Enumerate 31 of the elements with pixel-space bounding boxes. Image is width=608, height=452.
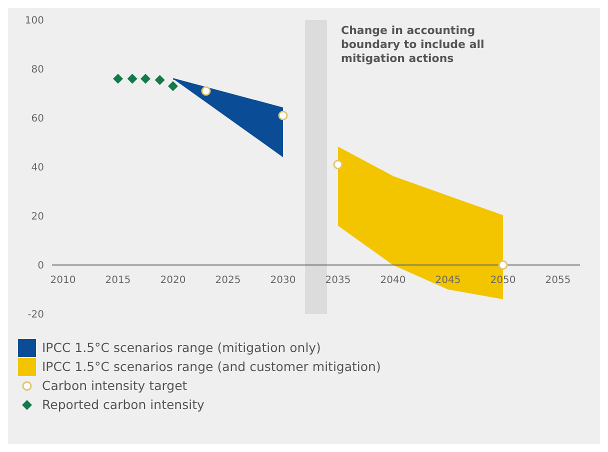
x-tick-label: 2030 — [270, 275, 296, 286]
y-tick-label: 60 — [31, 114, 44, 125]
x-tick-label: 2025 — [215, 275, 241, 286]
x-tick-label: 2010 — [50, 275, 76, 286]
point — [154, 75, 165, 86]
legend-label: Reported carbon intensity — [42, 396, 204, 414]
point — [127, 74, 138, 84]
x-tick-label: 2035 — [325, 275, 351, 286]
point — [333, 160, 343, 170]
x-tick-label: 2055 — [545, 275, 571, 286]
legend-label: IPCC 1.5°C scenarios range (mitigation only) — [42, 339, 321, 357]
x-tick-label: 2040 — [380, 275, 406, 286]
point — [140, 74, 150, 84]
y-tick-label: 40 — [31, 162, 44, 174]
x-tick-label: 2050 — [490, 275, 516, 286]
point — [168, 81, 178, 92]
legend-label: Carbon intensity target — [42, 377, 188, 395]
y-tick-label: 100 — [24, 16, 44, 27]
x-tick-label: 2045 — [435, 275, 461, 286]
y-tick-label: 20 — [31, 212, 44, 223]
x-tick-label: 2020 — [160, 275, 186, 286]
y-tick-label: 0 — [38, 260, 44, 272]
x-tick-label: 2015 — [105, 275, 131, 286]
legend-label: IPCC 1.5°C scenarios range (and customer mitigation) — [42, 358, 381, 376]
point — [201, 86, 211, 96]
band-label: Change in accounting boundary to include all mitigation actions — [341, 24, 484, 65]
point — [498, 260, 508, 270]
y-tick-label: -20 — [28, 310, 44, 321]
point — [113, 74, 123, 84]
point — [278, 110, 288, 120]
y-tick-label: 80 — [31, 64, 44, 76]
